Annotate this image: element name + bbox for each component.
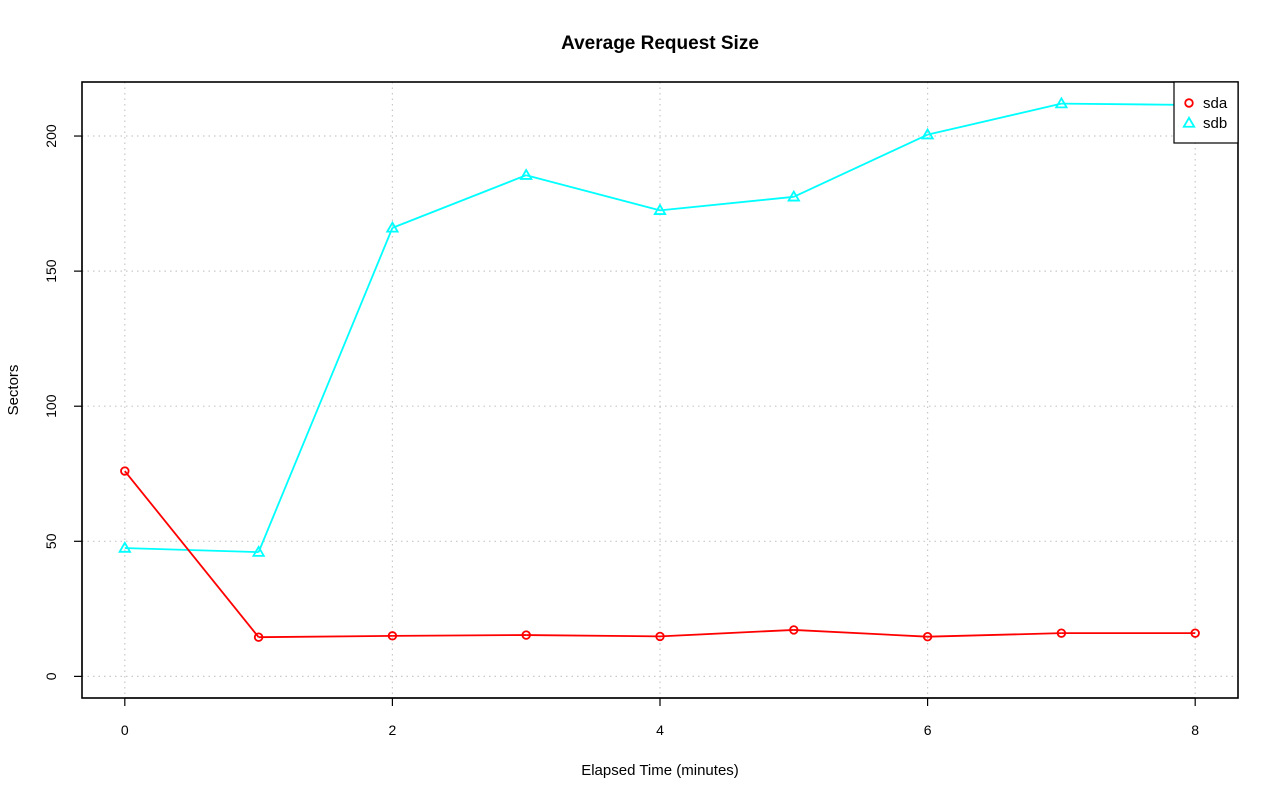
series-sda-segment: [392, 634, 527, 637]
series-sdb-segment: [927, 102, 1062, 136]
x-tick-label: 0: [121, 722, 129, 738]
series-sdb-point: [385, 220, 400, 233]
series-sdb-point: [787, 189, 801, 202]
series-sdb-segment: [257, 227, 394, 553]
grid-lines: [82, 82, 1238, 698]
y-tick-label: 200: [43, 124, 59, 148]
series-sda-point: [521, 630, 531, 640]
series-sdb-segment: [525, 174, 661, 212]
y-tick-label: 0: [43, 672, 59, 680]
legend: sda sdb: [1173, 81, 1239, 144]
legend-label-sda: sda: [1203, 95, 1228, 112]
series-sdb-point: [653, 203, 667, 215]
series-sda-segment: [526, 634, 661, 638]
series-sda-point: [253, 632, 264, 642]
series-sdb-point: [519, 168, 533, 180]
series-sdb-segment: [124, 547, 259, 554]
chart-title: Average Request Size: [561, 33, 759, 54]
x-axis-label: Elapsed Time (minutes): [581, 762, 739, 779]
x-tick-label: 8: [1191, 722, 1199, 738]
legend-box: [1173, 81, 1239, 144]
series-sda-point: [1190, 628, 1200, 638]
series-layer: [118, 96, 1202, 642]
x-tick-label: 6: [924, 722, 932, 738]
series-sda-segment: [258, 634, 393, 639]
y-tick-label: 100: [43, 394, 59, 418]
series-sda-point: [120, 466, 130, 476]
legend-marker-sdb: [1182, 116, 1196, 128]
legend-item-sdb: sdb: [1182, 115, 1227, 132]
series-sda-point: [1056, 628, 1067, 638]
series-sdb-point: [251, 545, 266, 557]
series-sda-point: [655, 631, 665, 642]
y-axis: 0 50 100 150 200: [43, 124, 83, 680]
series-sda-point: [387, 631, 398, 641]
series-sda: [120, 466, 1200, 642]
y-tick-label: 150: [43, 259, 59, 283]
series-sda-segment: [124, 470, 260, 638]
series-sda-point: [789, 625, 799, 635]
series-sdb-point: [920, 127, 935, 140]
y-tick-label: 50: [43, 533, 59, 549]
x-axis: 0 2 4 6 8: [121, 697, 1199, 738]
series-sdb-segment: [659, 195, 794, 212]
series-sdb-segment: [1061, 102, 1196, 106]
series-sdb-segment: [392, 174, 527, 229]
series-sda-segment: [793, 629, 928, 638]
legend-label-sdb: sdb: [1203, 115, 1227, 132]
series-sda-point: [922, 631, 933, 642]
legend-marker-sda: [1184, 98, 1194, 108]
x-tick-label: 4: [656, 722, 664, 738]
legend-item-sda: sda: [1184, 95, 1228, 112]
y-axis-label: Sectors: [5, 365, 22, 416]
series-sdb-point: [118, 541, 132, 553]
series-sda-segment: [927, 632, 1062, 638]
series-sdb-point: [1054, 96, 1069, 109]
x-tick-label: 2: [389, 722, 397, 738]
series-sdb: [118, 96, 1202, 557]
series-sda-segment: [659, 629, 794, 638]
series-sdb-segment: [793, 133, 928, 198]
